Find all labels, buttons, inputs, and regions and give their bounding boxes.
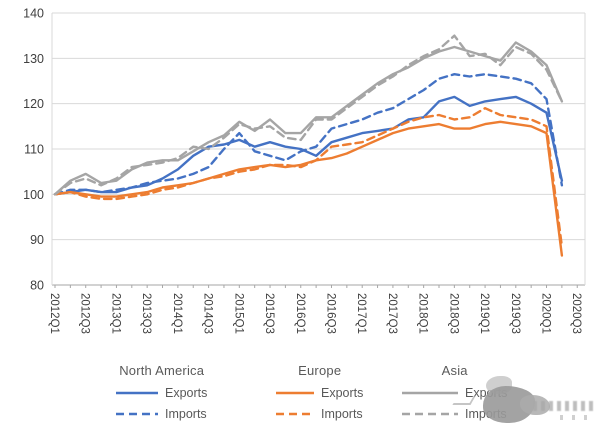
x-tick-label: 2014Q1: [171, 293, 183, 334]
legend-item-imports: Imports: [116, 403, 207, 424]
legend-line-swatch: [402, 391, 458, 394]
legend-line-swatch: [276, 391, 314, 394]
y-tick-label: 90: [30, 233, 44, 247]
x-tick-label: 2012Q3: [79, 293, 91, 334]
series-line-north-america-imports: [53, 72, 564, 196]
y-tick-label: 140: [23, 7, 44, 21]
legend-item-exports: Exports: [116, 382, 207, 403]
x-tick-label: 2018Q3: [447, 293, 459, 334]
chart-plot-area: 80 90 100 110 120 130 140 2012Q1 2012Q3 2013Q1 201…: [23, 7, 586, 334]
legend-item-label: Imports: [465, 406, 507, 421]
legend-group-north-america: North America Exports Imports: [116, 362, 207, 424]
x-tick-label: 2014Q3: [202, 293, 214, 334]
legend-line-swatch: [116, 391, 158, 394]
legend-group-title: Asia: [441, 363, 468, 378]
legend-line-swatch: [276, 412, 314, 415]
series-line-asia-exports: [53, 41, 564, 196]
y-tick-label: 80: [30, 279, 44, 293]
legend-item-imports: Imports: [276, 403, 363, 424]
legend-item-label: Imports: [321, 406, 363, 421]
x-tick-label: 2016Q3: [324, 293, 336, 334]
x-tick-label: 2017Q1: [355, 293, 367, 334]
legend-item-imports: Imports: [402, 403, 507, 424]
series-line-europe-exports: [53, 120, 564, 257]
legend-line-swatch: [402, 412, 458, 415]
legend-group-europe: Europe Exports Imports: [276, 362, 363, 424]
x-tick-label: 2016Q1: [294, 293, 306, 334]
legend-group-title: Europe: [298, 363, 342, 378]
x-tick-label: 2015Q1: [232, 293, 244, 334]
x-tick-label: 2017Q3: [386, 293, 398, 334]
legend-item-label: Exports: [465, 385, 508, 400]
x-tick-label: 2019Q3: [509, 293, 521, 334]
legend-line-swatch: [116, 412, 158, 415]
y-tick-label: 110: [24, 143, 44, 157]
series-line-north-america-exports: [53, 95, 564, 196]
legend-item-exports: Exports: [402, 382, 507, 403]
y-tick-label: 130: [23, 52, 44, 66]
legend-item-label: Imports: [165, 406, 207, 421]
x-tick-label: 2015Q3: [263, 293, 275, 334]
legend-item-label: Exports: [321, 385, 364, 400]
x-tick-label: 2020Q1: [540, 293, 552, 334]
legend-group-asia: Asia Exports Imports: [402, 362, 507, 424]
x-tick-label: 2012Q1: [48, 293, 60, 334]
chart-legend: North America Exports Imports Europe Exports…: [0, 362, 600, 425]
legend-item-exports: Exports: [276, 382, 363, 403]
series-line-asia-imports: [53, 34, 564, 196]
x-tick-label: 2013Q1: [109, 293, 121, 334]
x-tick-label: 2013Q3: [140, 293, 152, 334]
x-tick-label: 2020Q3: [570, 293, 582, 334]
legend-item-label: Exports: [165, 385, 208, 400]
y-tick-label: 120: [23, 97, 44, 111]
x-tick-label: 2018Q1: [417, 293, 429, 334]
y-tick-label: 100: [23, 188, 44, 202]
series-line-europe-imports: [53, 106, 564, 248]
legend-group-title: North America: [119, 363, 205, 378]
x-tick-label: 2019Q1: [478, 293, 490, 334]
